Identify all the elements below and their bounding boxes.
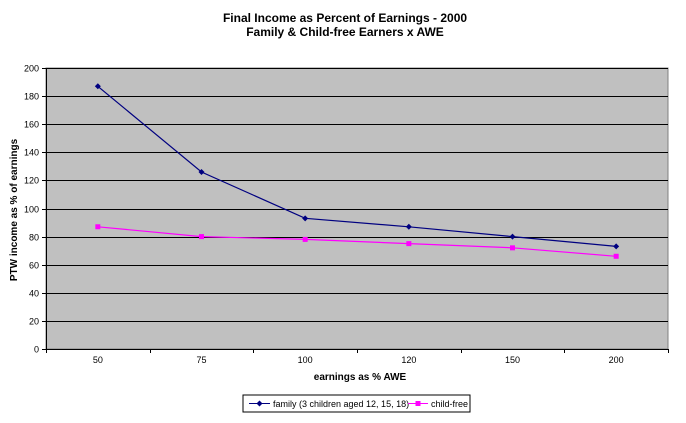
data-point-marker	[510, 245, 515, 251]
y-tick-label: 100	[24, 205, 39, 215]
series-line-1	[97, 226, 617, 257]
data-point-marker	[406, 241, 412, 247]
data-point-marker	[613, 253, 619, 259]
x-tick-label: 200	[609, 355, 624, 365]
x-tick-label: 150	[505, 355, 520, 365]
data-point-marker	[509, 233, 516, 240]
x-tick-label: 50	[93, 355, 103, 365]
data-point-marker	[302, 236, 308, 242]
x-tick-label: 100	[298, 355, 313, 365]
x-tick-label: 75	[196, 355, 206, 365]
y-tick-label: 80	[29, 233, 39, 243]
data-point-marker	[94, 83, 101, 90]
plot-area	[45, 67, 669, 350]
data-point-marker	[405, 223, 412, 230]
y-tick-label: 140	[24, 148, 39, 158]
data-point-marker	[613, 243, 620, 250]
legend-label-family: family (3 children aged 12, 15, 18)	[273, 399, 409, 409]
legend: family (3 children aged 12, 15, 18) chil…	[242, 394, 471, 413]
series-layer	[94, 83, 620, 259]
legend-label-childfree: child-free	[431, 399, 468, 409]
data-point-marker	[198, 168, 205, 175]
y-axis-label: PTW income as % of earnings	[9, 138, 20, 281]
y-tick-label: 60	[29, 261, 39, 271]
x-tick-label: 120	[401, 355, 416, 365]
y-tick-label: 0	[34, 345, 39, 355]
axes: 0 20 40 60 80 100 120 140 160 180 200 50 75 100 120 150…	[24, 64, 669, 365]
y-tick-label: 40	[29, 289, 39, 299]
legend-marker-family	[256, 400, 263, 407]
y-tick-label: 180	[24, 92, 39, 102]
data-point-marker	[302, 215, 309, 222]
y-tick-label: 200	[24, 64, 39, 74]
chart-title: Final Income as Percent of Earnings - 20…	[223, 11, 467, 25]
legend-marker-childfree	[415, 401, 421, 406]
data-point-marker	[199, 234, 204, 240]
y-tick-label: 160	[24, 120, 39, 130]
gridlines	[46, 68, 668, 322]
legend-box	[242, 394, 471, 413]
series-line-0	[97, 85, 617, 247]
y-tick-label: 120	[24, 176, 39, 186]
data-point-marker	[95, 224, 101, 230]
chart-subtitle: Family & Child-free Earners x AWE	[246, 25, 444, 39]
y-tick-label: 20	[29, 317, 39, 327]
x-axis-label: earnings as % AWE	[314, 372, 407, 383]
